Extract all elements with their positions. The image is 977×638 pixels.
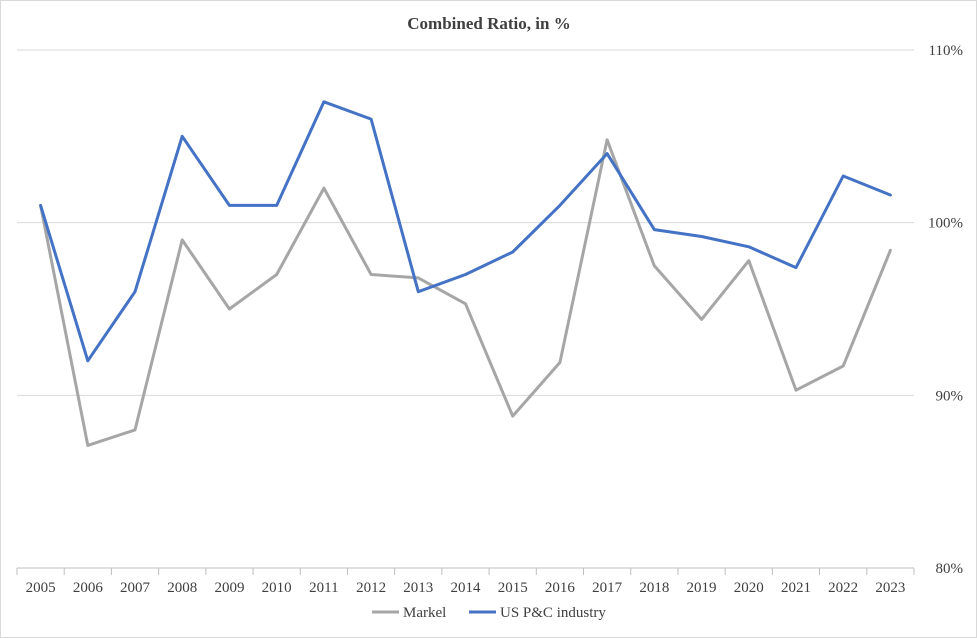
- x-tick-label: 2005: [26, 580, 56, 596]
- y-tick-label: 100%: [928, 216, 963, 232]
- legend: Markel US P&C industry: [372, 605, 606, 621]
- x-tick-label: 2018: [639, 580, 669, 596]
- y-tick-label: 110%: [929, 43, 963, 59]
- x-tick-label: 2012: [356, 580, 386, 596]
- x-tick-label: 2020: [734, 580, 764, 596]
- series-line-markel: [39, 138, 892, 447]
- x-tick-label: 2014: [451, 580, 482, 596]
- x-tick-label: 2010: [262, 580, 292, 596]
- chart-title: Combined Ratio, in %: [407, 14, 570, 33]
- y-axis: 80% 90% 100% 110%: [928, 43, 963, 577]
- x-tick-label: 2015: [498, 580, 528, 596]
- x-tick-label: 2011: [309, 580, 338, 596]
- gridlines: [17, 49, 914, 569]
- y-tick-label: 80%: [936, 561, 964, 577]
- x-tick-label: 2013: [403, 580, 433, 596]
- y-tick-label: 90%: [936, 388, 964, 404]
- x-tick-label: 2008: [167, 580, 197, 596]
- x-tick-label: 2007: [120, 580, 151, 596]
- x-tick-label: 2016: [545, 580, 576, 596]
- x-tick-label: 2006: [73, 580, 104, 596]
- x-tick-label: 2009: [214, 580, 244, 596]
- legend-label: US P&C industry: [500, 605, 606, 621]
- x-axis: 2005 2006 2007 2008 2009 2010 2011 2012 2013 2014…: [16, 568, 915, 596]
- series-line-us-p-c-industry: [39, 100, 892, 363]
- x-tick-label: 2019: [687, 580, 717, 596]
- x-tick-label: 2021: [781, 580, 811, 596]
- x-tick-label: 2022: [828, 580, 858, 596]
- x-tick-label: 2023: [875, 580, 905, 596]
- legend-label: Markel: [403, 605, 446, 621]
- x-tick-label: 2017: [592, 580, 623, 596]
- series-layer: [39, 100, 892, 447]
